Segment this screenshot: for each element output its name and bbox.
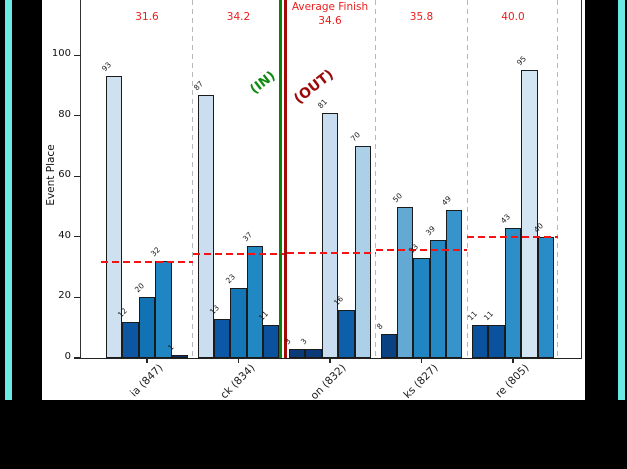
bar [537,236,554,358]
bar [171,354,188,358]
bar [305,348,322,358]
average-finish-line [467,235,558,238]
group-separator-line [192,0,194,358]
bar [396,206,414,358]
y-tick-label: 40 [58,229,71,241]
bar-value-label: 81 [315,96,329,111]
x-tick-label: re (805) [493,362,532,401]
bar [197,94,214,358]
x-tick-label: on (832) [308,362,349,403]
y-tick-label: 0 [64,351,71,362]
bar-value-label: 32 [149,245,163,259]
y-tick-mark [74,115,81,117]
average-finish-line [192,253,285,256]
out-label: (OUT) [291,66,337,108]
bar [138,297,156,358]
group-separator-line [557,0,559,358]
cyan-stripe-right [618,0,625,400]
bar-value-label: 50 [390,190,404,204]
cutoff-line-out [283,0,287,358]
y-tick-label: 100 [51,48,71,60]
y-tick-mark [74,236,81,238]
x-tick-mark [237,358,240,363]
bar [338,309,355,358]
bar [321,112,339,358]
group-average-label: 40.0 [501,11,525,23]
bar-value-label: 37 [240,230,254,244]
bar [246,245,264,358]
in-label: (IN) [247,68,279,98]
bar-value-label: 95 [515,54,529,68]
group-average-label: 31.6 [135,11,159,23]
bar [354,146,371,358]
bar-value-label: 3 [299,336,310,347]
y-tick-mark [74,357,81,359]
y-tick-label: 80 [58,108,71,120]
cutoff-line-in [279,0,282,358]
bar [504,227,522,358]
x-tick-label: ck (834) [217,362,257,402]
bar-value-label: 20 [132,281,146,295]
average-finish-line [375,248,468,251]
bar [289,348,306,358]
average-finish-header: Average Finish [291,1,369,13]
bar-value-label: 23 [224,272,238,286]
bar-value-label: 43 [498,211,512,226]
x-tick-mark [512,358,514,363]
cyan-stripe-left [5,0,12,400]
group-average-label: 34.2 [226,11,251,23]
bar-value-label: 39 [423,224,437,238]
average-finish-line [286,252,376,255]
y-tick-label: 60 [58,169,71,181]
average-finish-line [101,261,193,264]
bar [380,333,397,358]
x-tick-label: ks (827) [401,362,440,401]
x-tick-mark [329,358,331,363]
bar [106,76,123,358]
group-average-value: 34.6 [318,14,342,27]
x-tick-label: ia (847) [128,362,166,400]
bar-value-label: 93 [99,60,114,74]
bar [446,209,463,358]
bar-value-label: 49 [440,193,454,207]
figure-frame: Event Place (IN) (OUT) 0 20 40 60 80 100 93 12 2… [5,0,625,403]
y-tick-label: 20 [58,290,71,302]
bar [230,288,247,358]
bar [413,258,430,358]
group-separator-line [466,0,468,358]
x-tick-mark [420,358,423,363]
bar [213,318,231,358]
group-average-label: 35.8 [409,11,434,23]
group-separator-line [375,0,377,358]
y-tick-mark [74,175,81,177]
bar [521,70,538,358]
y-tick-mark [74,54,81,56]
bar [472,324,489,358]
bar [488,324,505,358]
figure-canvas: Event Place (IN) (OUT) 0 20 40 60 80 100 93 12 2… [42,0,585,402]
bar-value-label: 70 [348,130,362,144]
bar [122,321,139,358]
y-tick-mark [74,296,81,299]
bar-value-label: 11 [482,308,496,322]
bar [429,239,447,358]
x-tick-mark [146,358,148,363]
group-average-label: Average Finish 34.6 [292,1,368,28]
bar [263,324,280,358]
axes: (IN) (OUT) 0 20 40 60 80 100 93 12 20 32 1 31.6 ia (… [52,0,582,402]
